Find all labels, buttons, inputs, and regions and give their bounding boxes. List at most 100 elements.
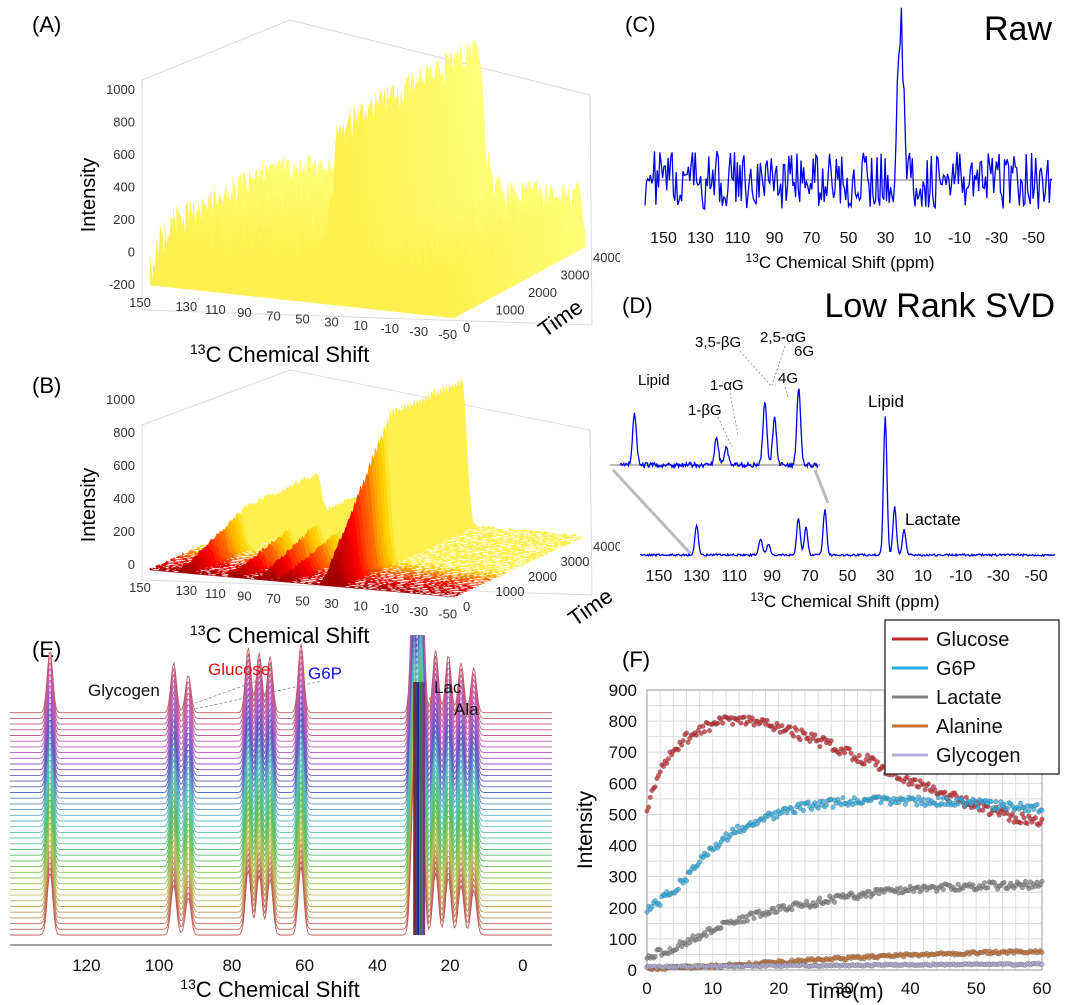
panel-b-ytick: 2000 <box>528 569 557 584</box>
panel-f-point <box>916 884 922 890</box>
panel-a-zlabel: Intensity <box>78 158 100 232</box>
panel-f-point <box>647 794 653 800</box>
panel-f-series-glycogen <box>644 960 1045 971</box>
panel-a-xtick: -50 <box>438 327 457 342</box>
panel-f-point <box>825 900 831 906</box>
panel-a-xtick: 130 <box>175 299 197 314</box>
panel-f-point <box>705 852 711 858</box>
panel-c-xtick: -50 <box>1022 230 1045 247</box>
panel-f-point <box>866 889 872 895</box>
panel-f-point <box>700 723 706 729</box>
panel-f-point <box>787 724 793 730</box>
panel-b-slice <box>160 532 468 592</box>
panel-f-point <box>886 796 892 802</box>
panel-c-xtick: 10 <box>914 230 932 247</box>
panel-d-inset-label-1ag: 1-αG <box>710 377 744 394</box>
panel-a-ztick: 0 <box>128 245 135 260</box>
panel-e-traces <box>10 635 552 936</box>
panel-e-label-glucose: Glucose <box>208 660 270 679</box>
panel-f-point <box>764 717 770 723</box>
panel-f-point <box>1032 815 1038 821</box>
panel-f-point <box>644 909 650 915</box>
panel-f-point <box>652 954 658 960</box>
panel-f-legend-label: Alanine <box>936 716 1003 738</box>
panel-f-point <box>741 714 747 720</box>
panel-f-point <box>723 831 729 837</box>
panel-f-point <box>738 720 744 726</box>
panel-f-point <box>820 798 826 804</box>
panel-f-point <box>837 751 843 757</box>
panel-b-slice <box>170 511 476 588</box>
panel-f-point <box>1024 821 1030 826</box>
panel-f-point <box>690 933 696 939</box>
panel-f-point <box>664 760 670 766</box>
panel-b-zlabel: Intensity <box>78 468 100 542</box>
panel-d-xtick: 30 <box>876 568 894 585</box>
panel-f-point <box>1039 807 1045 813</box>
panel-e-stacked-spectra: (E) 120 100 80 60 40 20 0 13C Chemical Shift G… <box>10 635 552 1002</box>
panel-e-label-glycogen: Glycogen <box>88 681 160 700</box>
panel-e-label-g6p: G6P <box>308 664 342 683</box>
panel-f-ytick: 600 <box>609 774 637 793</box>
panel-f-legend-label: Glucose <box>936 629 1009 651</box>
panel-d-inset-label-35bg: 3,5-βG <box>695 334 741 351</box>
panel-d-inset-label-25ag: 2,5-αG <box>760 329 806 346</box>
panel-a-xlabel: 13C Chemical Shift <box>190 341 369 367</box>
panel-f-point <box>693 732 699 738</box>
panel-e-label: (E) <box>32 637 61 662</box>
panel-f-point <box>684 878 689 884</box>
panel-c-xtick: -30 <box>985 230 1008 247</box>
panel-f-series-lactate <box>644 878 1045 961</box>
panel-f-point <box>649 904 655 910</box>
panel-f-point <box>985 885 991 891</box>
panel-a-ztick: -200 <box>109 277 135 292</box>
panel-d-xtick: 150 <box>646 568 673 585</box>
panel-a-ztick: 400 <box>113 180 135 195</box>
panel-f-point <box>851 795 857 801</box>
panel-e-xtick: 120 <box>72 956 100 975</box>
panel-d-inset-label-1bg: 1-βG <box>688 402 722 419</box>
panel-f-point <box>1026 808 1032 814</box>
panel-e-peak-bar <box>413 682 417 935</box>
panel-e-xtick: 80 <box>222 956 241 975</box>
panel-e-peak-bar <box>422 682 426 935</box>
panel-f-point <box>840 795 846 801</box>
panel-d-xtick: -30 <box>987 568 1010 585</box>
panel-f-point <box>935 795 941 801</box>
panel-b-ytick: 3000 <box>561 554 590 569</box>
panel-f-ytick: 100 <box>609 930 637 949</box>
panel-f-point <box>1006 817 1012 823</box>
panel-f-point <box>1018 800 1024 806</box>
panel-c-xlabel: 13C Chemical Shift (ppm) <box>745 251 934 272</box>
panel-f-ylabel: Intensity <box>574 790 597 869</box>
panel-f-point <box>904 774 910 780</box>
panel-d-label: (D) <box>622 293 653 318</box>
panel-d-inset-label-6g: 6G <box>794 343 814 360</box>
panel-a-ztick-labels: -200 0 200 400 600 800 1000 <box>106 82 135 292</box>
panel-f-point <box>817 744 823 749</box>
panel-a-ytick: 4000 <box>593 250 620 265</box>
panel-d-title: Low Rank SVD <box>824 287 1055 325</box>
panel-f-point <box>830 804 836 810</box>
panel-f-point <box>1004 810 1010 816</box>
panel-a-xtick: -10 <box>380 321 399 336</box>
panel-c-xtick: 50 <box>840 230 858 247</box>
panel-f-point <box>874 759 880 765</box>
panel-f-point <box>707 728 712 734</box>
panel-f-point <box>675 747 681 753</box>
panel-b-ztick: 400 <box>113 491 135 506</box>
panel-b-ztick: 1000 <box>106 392 135 407</box>
panel-a-xtick-labels: 150 130 110 90 70 50 30 10 -10 -30 -50 <box>129 295 457 342</box>
panel-f-ytick: 900 <box>609 681 637 700</box>
panel-b-xlabel: 13C Chemical Shift <box>190 622 369 648</box>
panel-f-point <box>1034 802 1040 807</box>
panel-f-series-g6p <box>644 794 1045 915</box>
panel-f-point <box>707 925 712 931</box>
panel-f-point <box>842 750 847 756</box>
panel-f-point <box>715 720 721 726</box>
panel-f-series-glucose <box>644 714 1045 828</box>
panel-f-point <box>898 885 903 891</box>
panel-b-xtick: 10 <box>353 599 367 614</box>
panel-c-xtick: 30 <box>877 230 895 247</box>
